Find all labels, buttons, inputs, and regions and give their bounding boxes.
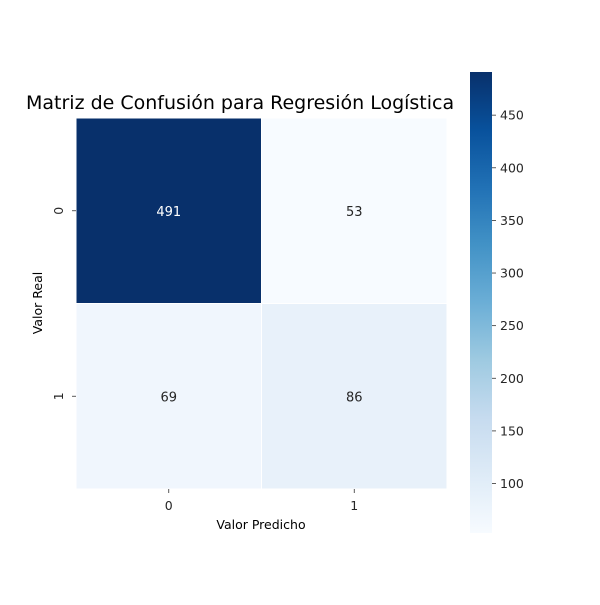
colorbar-tick-label-400: 400	[500, 160, 524, 175]
y-tick-label-1: 1	[51, 392, 66, 400]
colorbar-tick-label-450: 450	[500, 108, 524, 123]
x-tick-label-0: 0	[165, 498, 173, 513]
cell-value-1-0: 69	[160, 390, 177, 405]
colorbar-tick-label-250: 250	[500, 318, 524, 333]
x-axis-label: Valor Predicho	[216, 517, 305, 532]
y-tick-label-0: 0	[51, 207, 66, 215]
heatmap-cell-1-1	[261, 303, 448, 490]
colorbar-gradient	[470, 72, 492, 533]
heatmap-cell-1-0	[75, 303, 262, 490]
colorbar-tick-label-350: 350	[500, 213, 524, 228]
heatmap-cells	[75, 117, 448, 490]
cell-value-0-0: 491	[156, 205, 181, 220]
colorbar: 100 150 200 250 300 350 400 450	[470, 72, 524, 533]
colorbar-tick-label-200: 200	[500, 371, 524, 386]
heatmap-cell-0-0	[75, 117, 262, 304]
chart-title: Matriz de Confusión para Regresión Logís…	[26, 92, 454, 114]
heatmap-cell-0-1	[261, 117, 448, 304]
colorbar-tick-label-100: 100	[500, 476, 524, 491]
colorbar-tick-label-300: 300	[500, 266, 524, 281]
cell-annotations: 491 53 69 86	[156, 205, 362, 406]
colorbar-tick-label-150: 150	[500, 423, 524, 438]
cell-value-0-1: 53	[346, 205, 363, 220]
y-axis-label: Valor Real	[30, 272, 45, 334]
y-axis: 01	[51, 207, 76, 400]
x-tick-label-1: 1	[350, 498, 358, 513]
cell-value-1-1: 86	[346, 390, 363, 405]
